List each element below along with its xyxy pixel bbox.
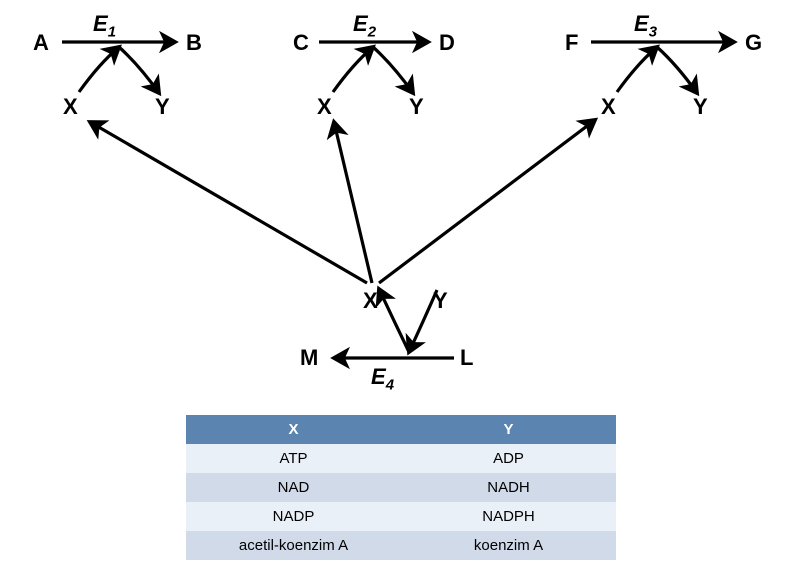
node-M: M bbox=[300, 345, 318, 371]
node-Y3: Y bbox=[693, 94, 708, 120]
node-X1: X bbox=[63, 94, 78, 120]
fan-arrow-2 bbox=[379, 120, 595, 283]
couple-in-0 bbox=[79, 47, 119, 92]
fan-arrow-1 bbox=[334, 122, 372, 283]
table-row: acetil-koenzim Akoenzim A bbox=[186, 531, 616, 560]
table-cell: ATP bbox=[186, 444, 401, 473]
couple-bottom-out bbox=[379, 289, 409, 352]
cofactor-table: XY ATPADPNADNADHNADPNADPHacetil-koenzim … bbox=[186, 415, 616, 560]
table-header-1: Y bbox=[401, 415, 616, 444]
enzyme-E4: E4 bbox=[371, 364, 394, 393]
node-Y1: Y bbox=[155, 94, 170, 120]
table-cell: NAD bbox=[186, 473, 401, 502]
node-X3: X bbox=[601, 94, 616, 120]
node-F: F bbox=[565, 30, 578, 56]
table-cell: NADPH bbox=[401, 502, 616, 531]
node-L: L bbox=[460, 345, 473, 371]
table-cell: koenzim A bbox=[401, 531, 616, 560]
node-Xc: X bbox=[363, 288, 378, 314]
node-D: D bbox=[439, 30, 455, 56]
table-cell: ADP bbox=[401, 444, 616, 473]
table-row: ATPADP bbox=[186, 444, 616, 473]
node-G: G bbox=[745, 30, 762, 56]
enzyme-E1: E1 bbox=[93, 11, 116, 40]
table-row: NADPNADPH bbox=[186, 502, 616, 531]
enzyme-E3: E3 bbox=[634, 11, 657, 40]
node-X2: X bbox=[317, 94, 332, 120]
table-row: NADNADH bbox=[186, 473, 616, 502]
couple-out-0 bbox=[119, 47, 159, 93]
table-header-0: X bbox=[186, 415, 401, 444]
couple-in-1 bbox=[333, 47, 373, 92]
diagram-stage: ABCDFGXYXYXYXYMLE1E2E3E4 XY ATPADPNADNAD… bbox=[0, 0, 792, 562]
node-C: C bbox=[293, 30, 309, 56]
couple-out-2 bbox=[657, 47, 697, 93]
table-cell: NADP bbox=[186, 502, 401, 531]
table-cell: NADH bbox=[401, 473, 616, 502]
fan-arrow-0 bbox=[90, 122, 367, 283]
table-cell: acetil-koenzim A bbox=[186, 531, 401, 560]
couple-out-1 bbox=[373, 47, 413, 93]
node-Yc: Y bbox=[433, 288, 448, 314]
enzyme-E2: E2 bbox=[353, 11, 376, 40]
node-B: B bbox=[186, 30, 202, 56]
node-Y2: Y bbox=[409, 94, 424, 120]
node-A: A bbox=[33, 30, 49, 56]
couple-in-2 bbox=[617, 47, 657, 92]
